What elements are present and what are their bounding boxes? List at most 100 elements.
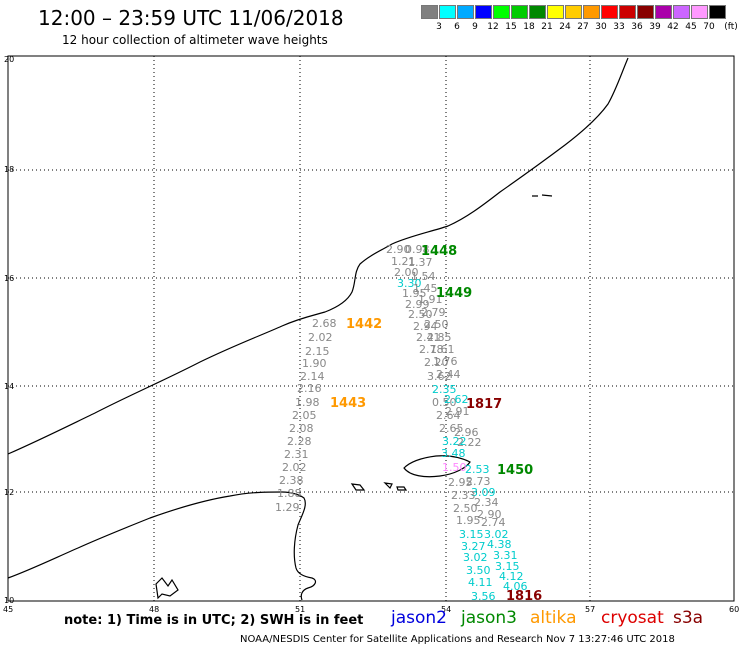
swh-value: 2.99 [405,298,430,311]
lat-label-14: 14 [4,382,14,391]
swh-value: 1.88 [277,487,302,500]
legend-label: 15 [505,22,517,32]
lat-label-18: 18 [4,165,14,174]
swh-value: 2.50 [424,318,449,331]
legend-label: 21 [541,22,553,32]
swh-value: 4.38 [487,538,512,551]
lon-label-51: 51 [295,605,305,614]
legend-label: 3 [436,22,442,32]
pass-label-1450: 1450 [497,463,533,478]
pass-label-1817: 1817 [466,397,502,412]
legend-label: 27 [577,22,589,32]
lon-label-48: 48 [149,605,159,614]
swh-value: 2.34 [474,496,499,509]
swh-value: 1.76 [433,355,458,368]
swh-value: 2.74 [481,516,506,529]
pass-label-1449: 1449 [436,286,472,301]
swh-value: 1.54 [411,270,436,283]
legend-swatch [475,5,492,19]
lon-gridlines [153,56,591,601]
swh-value: 1.21 [391,255,416,268]
swh-value: 1.98 [295,396,320,409]
lat-gridlines [8,169,734,493]
swh-value: 0.98 [405,243,430,256]
swh-value: 1.90 [302,357,327,370]
lat-label-20: 20 [4,55,14,64]
swh-value: 2.35 [432,383,457,396]
legend-label: 33 [613,22,625,32]
swh-value: 3.48 [441,447,466,460]
lon-label-57: 57 [585,605,595,614]
legend-label: 70 [703,22,715,32]
swh-value: 2.00 [394,266,419,279]
swh-value: 2.38 [279,474,304,487]
swh-value: 2.33 [451,489,476,502]
legend-label: 39 [649,22,661,32]
legend-swatch [457,5,474,19]
swh-value: 2.14 [300,370,325,383]
swh-value: 2.64 [436,409,461,422]
swh-value: 1.91 [418,293,443,306]
swh-value: 4.06 [503,580,528,593]
pass-label-1448: 1448 [421,244,457,259]
swh-value: 2.20 [424,356,449,369]
swh-value: 2.95 [448,476,473,489]
lon-label-60: 60 [729,605,739,614]
swh-value: 2.08 [289,422,314,435]
swh-value: 3.31 [493,549,518,562]
swh-value-pink: 1.50 [442,461,467,474]
map-title: 12:00 – 23:59 UTC 11/06/2018 [38,6,344,30]
pass-label-1442: 1442 [346,317,382,332]
s3a-pass-1816-values: 3.15 3.02 3.27 4.38 3.31 3.02 3.15 3.50 … [459,528,528,603]
swh-value: 4.12 [499,570,524,583]
swh-value: 2.31 [284,448,309,461]
map-frame [7,55,735,602]
swh-value: 3.30 [397,277,422,290]
swh-value: 3.27 [461,540,486,553]
swh-value: 3.62 [427,370,452,383]
legend-swatch [655,5,672,19]
legend-swatch [565,5,582,19]
legend-swatch [619,5,636,19]
swh-value: 2.02 [282,461,307,474]
swh-value: 2.90 [386,243,411,256]
swh-value: 2.28 [287,435,312,448]
swh-value: 2.78 [419,343,444,356]
swh-value: 3.15 [459,528,484,541]
lat-label-10: 10 [4,596,14,605]
swh-value: 1.45 [413,282,438,295]
swh-value: 1.37 [408,256,433,269]
lat-label-16: 16 [4,274,14,283]
swh-value: 2.65 [439,422,464,435]
legend-swatch [637,5,654,19]
legend-swatch [709,5,726,19]
swh-value: 2.16 [297,382,322,395]
legend-label: 36 [631,22,643,32]
legend-swatch [601,5,618,19]
swh-value: 2.62 [444,393,469,406]
pass-label-1443: 1443 [330,396,366,411]
legend-label: 24 [559,22,571,32]
legend-swatch [547,5,564,19]
legend-label: 12 [487,22,499,32]
credit-line: NOAA/NESDIS Center for Satellite Applica… [240,634,675,645]
mission-jason2: jason2 [391,608,447,628]
legend-swatch [511,5,528,19]
swh-value: 2.05 [292,409,317,422]
swh-value: 2.44 [436,368,461,381]
swh-value: 2.50 [453,502,478,515]
legend-label: 45 [685,22,697,32]
swh-value: 2.68 [312,317,337,330]
swh-value: 2.50 [408,308,433,321]
swh-value: 3.50 [466,564,491,577]
swh-value: 2.94 [413,320,438,333]
swh-value: 2.96 [454,426,479,439]
swh-value: 2.79 [421,306,446,319]
jason3-pass-1450-values: 2.53 2.73 2.95 3.09 2.33 2.34 2.50 2.90 … [448,463,506,529]
legend-swatch [691,5,708,19]
jason3-pass-1448-1449-values: 2.90 0.98 1.21 1.37 2.00 1.54 3.30 1.45 … [386,243,461,381]
swh-value: 2.02 [308,331,333,344]
pass-label-1816: 1816 [506,589,542,604]
mission-s3a: s3a [673,608,704,628]
